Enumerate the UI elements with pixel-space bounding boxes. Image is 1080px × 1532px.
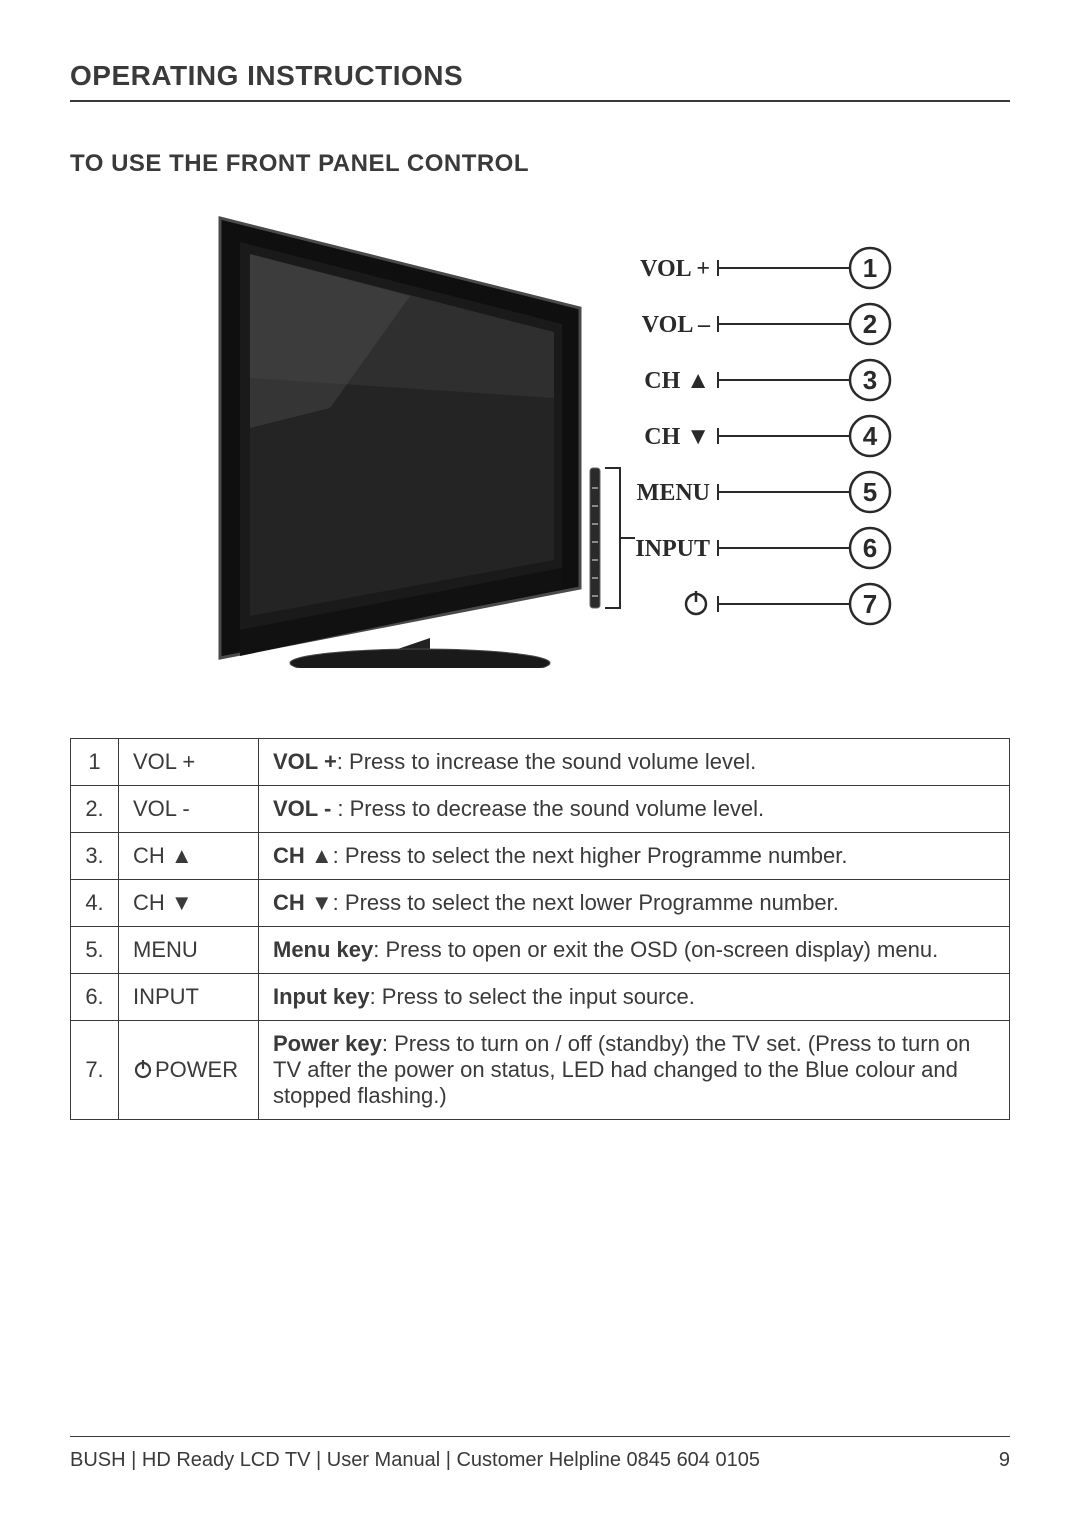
row-number: 2. xyxy=(71,786,119,833)
row-description: VOL - : Press to decrease the sound volu… xyxy=(259,786,1010,833)
row-description: CH ▲: Press to select the next higher Pr… xyxy=(259,833,1010,880)
row-label: MENU xyxy=(119,927,259,974)
footer-left: BUSH | HD Ready LCD TV | User Manual | C… xyxy=(70,1449,760,1472)
tv-diagram: VOL +1VOL –2CH ▲3CH ▼4MENU5INPUT67 xyxy=(70,198,1010,668)
table-row: 1VOL +VOL +: Press to increase the sound… xyxy=(71,739,1010,786)
row-label: CH ▲ xyxy=(119,833,259,880)
callout-number: 6 xyxy=(863,533,877,563)
power-icon xyxy=(686,591,706,614)
table-row: 6.INPUTInput key: Press to select the in… xyxy=(71,974,1010,1021)
row-number: 7. xyxy=(71,1021,119,1120)
callout-number: 2 xyxy=(863,309,877,339)
table-row: 3.CH ▲CH ▲: Press to select the next hig… xyxy=(71,833,1010,880)
callout-number: 7 xyxy=(863,589,877,619)
table-row: 2.VOL -VOL - : Press to decrease the sou… xyxy=(71,786,1010,833)
power-icon xyxy=(133,1059,153,1079)
row-number: 6. xyxy=(71,974,119,1021)
row-description: CH ▼: Press to select the next lower Pro… xyxy=(259,880,1010,927)
row-label: VOL - xyxy=(119,786,259,833)
controls-table: 1VOL +VOL +: Press to increase the sound… xyxy=(70,738,1010,1120)
page-title: OPERATING INSTRUCTIONS xyxy=(70,60,1010,102)
diagram-label: CH ▲ xyxy=(644,368,710,394)
row-number: 5. xyxy=(71,927,119,974)
diagram-label: VOL + xyxy=(640,256,710,282)
row-description: Menu key: Press to open or exit the OSD … xyxy=(259,927,1010,974)
page-footer: BUSH | HD Ready LCD TV | User Manual | C… xyxy=(70,1436,1010,1472)
row-label: POWER xyxy=(119,1021,259,1120)
callout-number: 5 xyxy=(863,477,877,507)
diagram-label: CH ▼ xyxy=(644,424,710,450)
row-number: 3. xyxy=(71,833,119,880)
row-label: CH ▼ xyxy=(119,880,259,927)
callout-number: 4 xyxy=(863,421,878,451)
row-label: INPUT xyxy=(119,974,259,1021)
row-number: 4. xyxy=(71,880,119,927)
row-description: Power key: Press to turn on / off (stand… xyxy=(259,1021,1010,1120)
callout-number: 3 xyxy=(863,365,877,395)
diagram-label: VOL – xyxy=(642,312,711,338)
callout-number: 1 xyxy=(863,253,877,283)
table-row: 5.MENUMenu key: Press to open or exit th… xyxy=(71,927,1010,974)
row-label: VOL + xyxy=(119,739,259,786)
row-description: VOL +: Press to increase the sound volum… xyxy=(259,739,1010,786)
table-row: 4.CH ▼CH ▼: Press to select the next low… xyxy=(71,880,1010,927)
callout-bracket xyxy=(605,468,635,608)
row-number: 1 xyxy=(71,739,119,786)
footer-page-number: 9 xyxy=(999,1449,1010,1472)
section-title: TO USE THE FRONT PANEL CONTROL xyxy=(70,150,1010,178)
row-description: Input key: Press to select the input sou… xyxy=(259,974,1010,1021)
table-row: 7.POWERPower key: Press to turn on / off… xyxy=(71,1021,1010,1120)
tv-illustration xyxy=(220,218,600,668)
